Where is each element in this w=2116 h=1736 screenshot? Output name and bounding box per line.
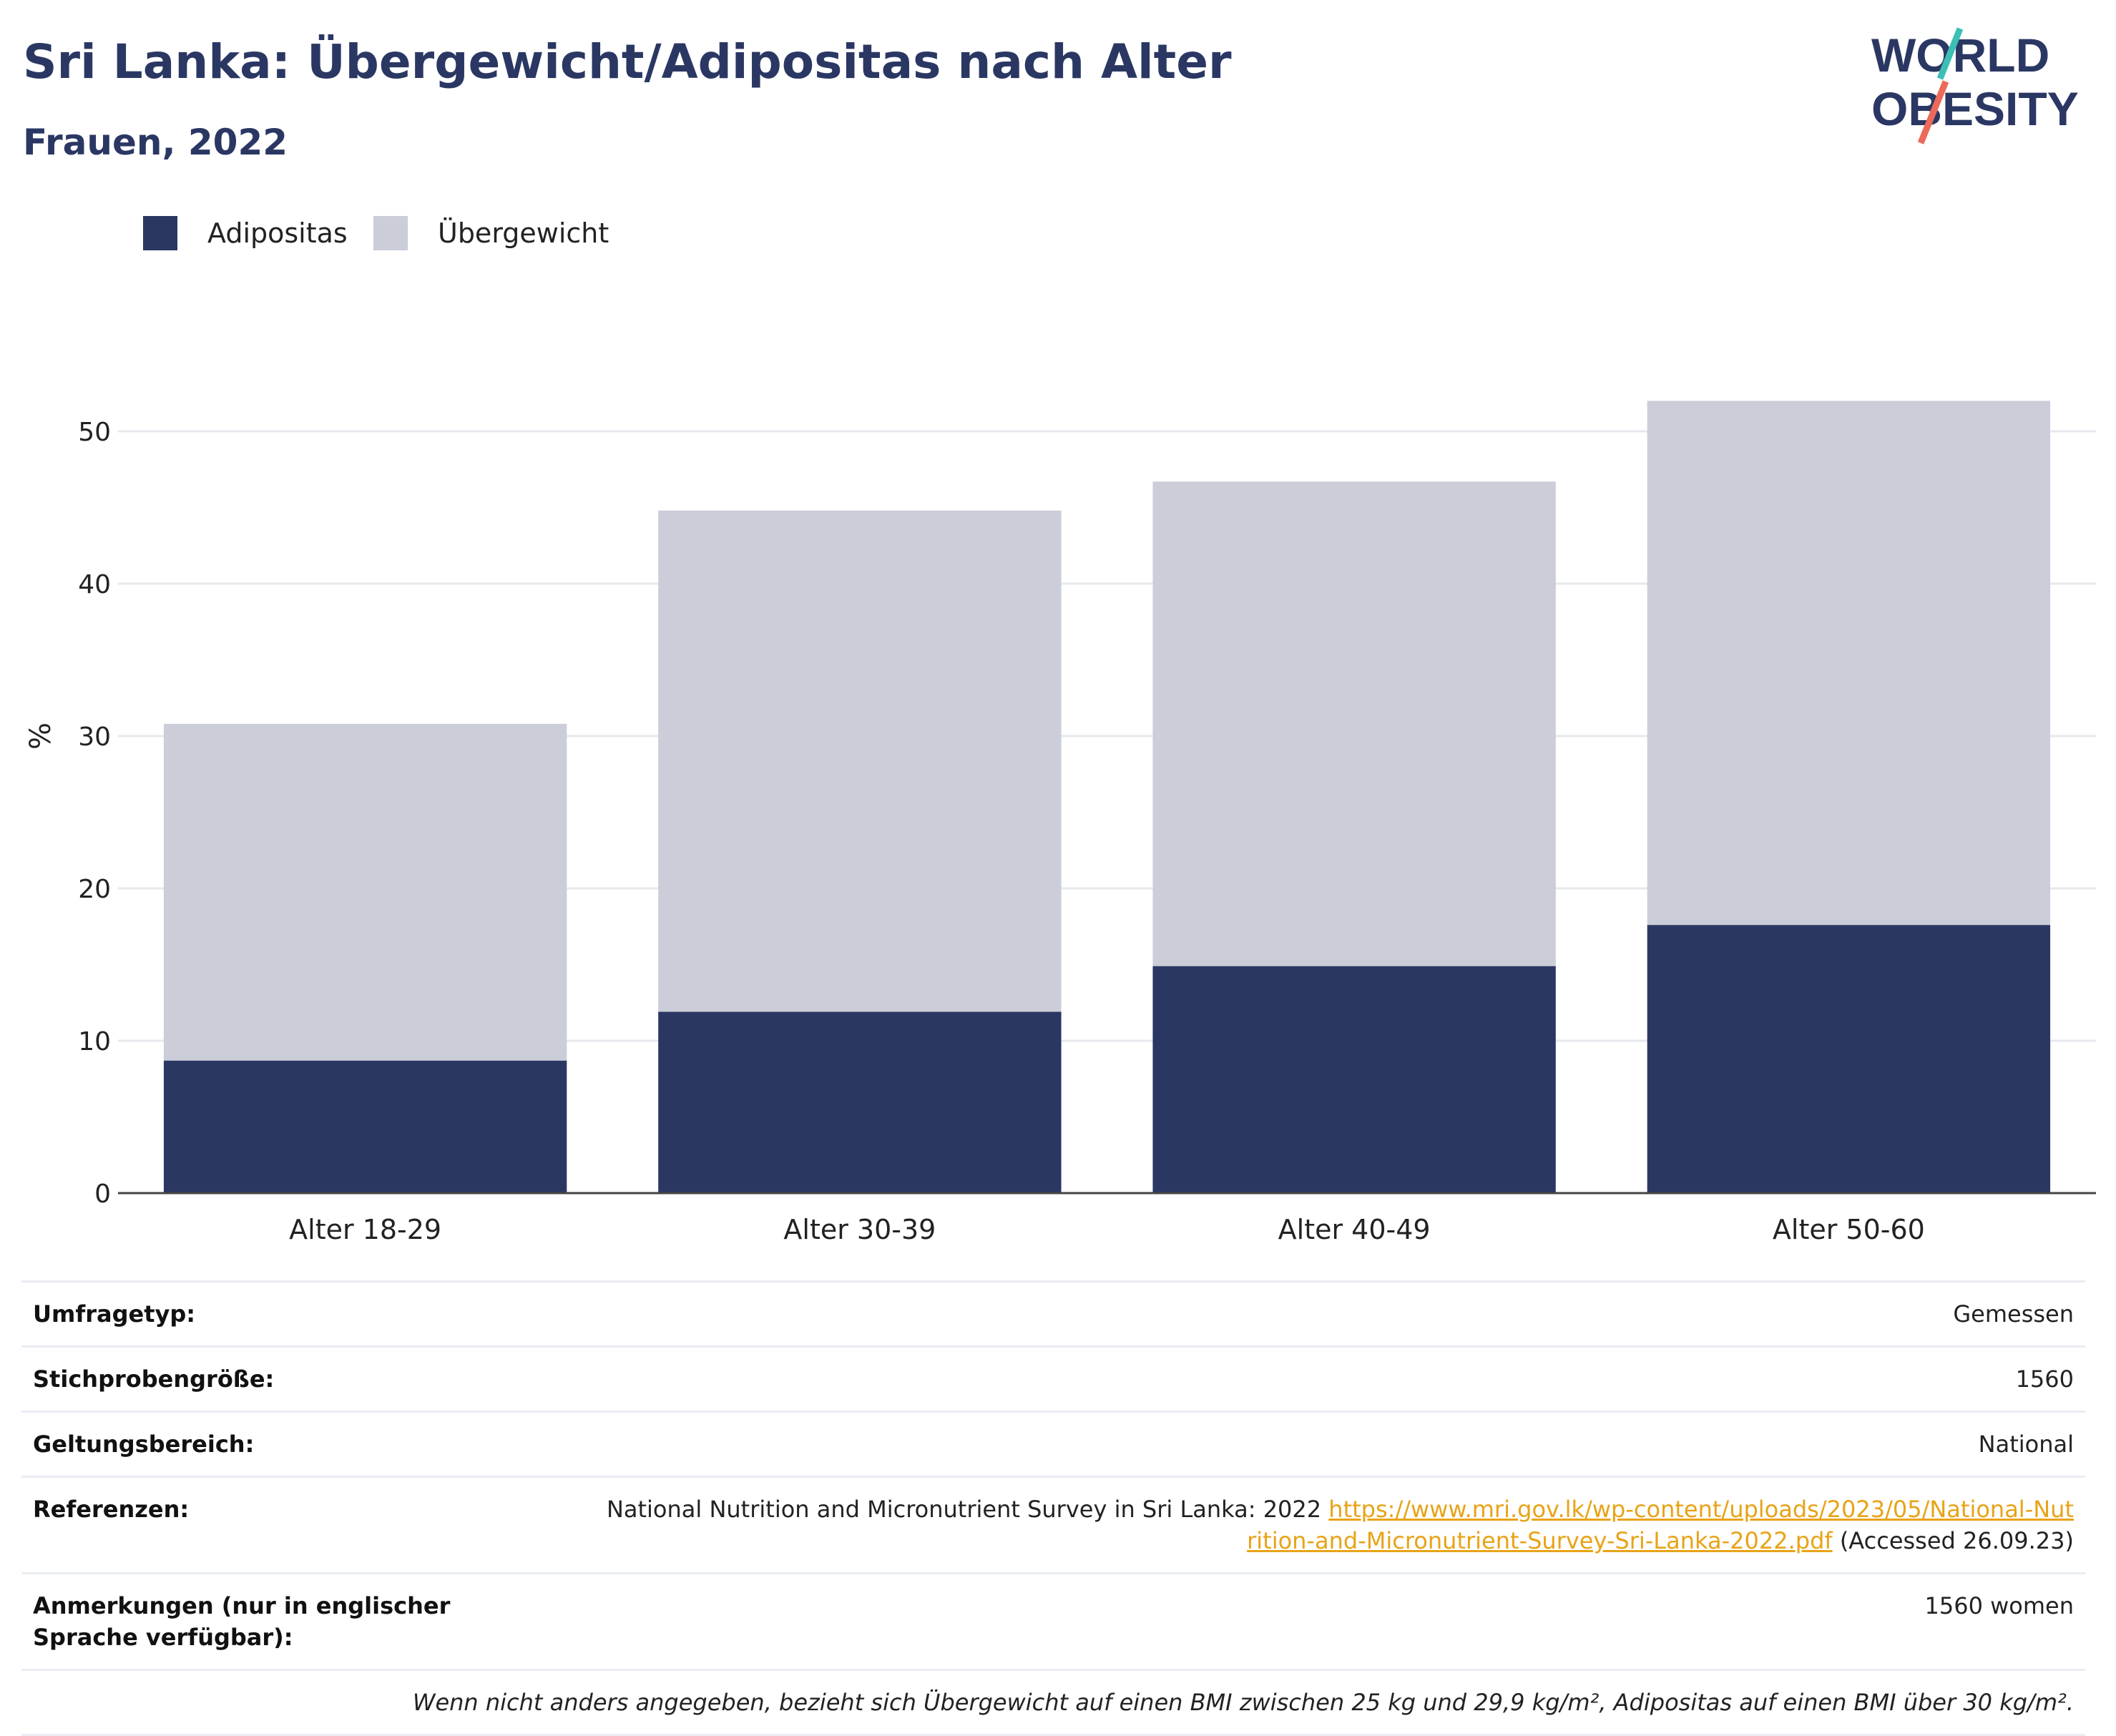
y-axis-title: % bbox=[24, 722, 57, 750]
y-tick-label: 0 bbox=[94, 1180, 111, 1209]
metadata-table: Umfragetyp: Gemessen Stichprobengröße: 1… bbox=[21, 1280, 2085, 1736]
meta-row-sample-size: Stichprobengröße: 1560 bbox=[21, 1348, 2085, 1413]
bar-adipositas bbox=[658, 1011, 1062, 1193]
y-tick-label: 10 bbox=[78, 1027, 111, 1056]
bar-uebergewicht bbox=[163, 723, 567, 1061]
bar-adipositas bbox=[1152, 966, 1556, 1193]
x-tick-label: Alter 40-49 bbox=[1278, 1214, 1431, 1245]
meta-value: 1560 bbox=[2015, 1365, 2074, 1393]
reference-link[interactable]: https://www.mri.gov.lk/wp-content/upload… bbox=[1247, 1496, 2074, 1554]
meta-row-notes: Anmerkungen (nur in englischer Sprache v… bbox=[21, 1574, 2085, 1671]
meta-row-scope: Geltungsbereich: National bbox=[21, 1413, 2085, 1478]
logo-line-2: OBESITY bbox=[1871, 82, 2079, 135]
meta-row-references: Referenzen: National Nutrition and Micro… bbox=[21, 1478, 2085, 1574]
meta-value: National Nutrition and Micronutrient Sur… bbox=[562, 1494, 2074, 1556]
legend-item-uebergewicht[interactable]: Übergewicht bbox=[373, 212, 609, 255]
meta-label: Referenzen: bbox=[33, 1496, 190, 1523]
meta-row-survey-type: Umfragetyp: Gemessen bbox=[21, 1283, 2085, 1348]
y-tick-label: 40 bbox=[78, 570, 111, 599]
x-tick-label: Alter 50-60 bbox=[1773, 1214, 1925, 1245]
x-tick-label: Alter 18-29 bbox=[289, 1214, 441, 1245]
meta-label: Geltungsbereich: bbox=[33, 1431, 255, 1458]
x-tick-label: Alter 30-39 bbox=[783, 1214, 936, 1245]
meta-value: Gemessen bbox=[1953, 1300, 2074, 1328]
legend-swatch-adipositas bbox=[143, 216, 177, 250]
world-obesity-logo: WORLD OBESITY bbox=[1871, 27, 2079, 144]
reference-accessed: (Accessed 26.09.23) bbox=[1839, 1527, 2074, 1554]
bar-uebergewicht bbox=[1152, 481, 1556, 966]
meta-label: Anmerkungen (nur in englischer Sprache v… bbox=[33, 1592, 451, 1651]
reference-text: National Nutrition and Micronutrient Sur… bbox=[606, 1496, 1322, 1523]
bar-chart: 0 10 20 30 40 50% Alter 18-29 Alter 30-39 Alter … bbox=[24, 401, 2096, 1245]
y-tick-label: 20 bbox=[78, 875, 111, 904]
meta-label: Umfragetyp: bbox=[33, 1300, 196, 1328]
meta-value: National bbox=[1978, 1431, 2074, 1458]
y-tick-label: 30 bbox=[78, 722, 111, 752]
meta-value: 1560 women bbox=[1924, 1592, 2075, 1619]
legend-label-uebergewicht: Übergewicht bbox=[438, 217, 609, 249]
bar-uebergewicht bbox=[1647, 401, 2051, 926]
legend-label-adipositas: Adipositas bbox=[207, 217, 348, 249]
bar-uebergewicht bbox=[658, 510, 1062, 1012]
footnote: Wenn nicht anders angegeben, bezieht sic… bbox=[21, 1671, 2085, 1736]
legend-swatch-uebergewicht bbox=[373, 216, 408, 250]
logo-line-1: WORLD bbox=[1871, 29, 2049, 82]
legend-item-adipositas[interactable]: Adipositas bbox=[143, 212, 348, 255]
chart-title: Sri Lanka: Übergewicht/Adipositas nach A… bbox=[23, 34, 1232, 89]
y-tick-label: 50 bbox=[78, 418, 111, 447]
meta-label: Stichprobengröße: bbox=[33, 1365, 275, 1393]
chart-subtitle: Frauen, 2022 bbox=[23, 122, 288, 163]
logo-slash-coral bbox=[1917, 80, 1949, 144]
logo-slash-teal bbox=[1936, 27, 1964, 80]
bar-adipositas bbox=[1647, 925, 2051, 1193]
bar-adipositas bbox=[163, 1060, 567, 1193]
